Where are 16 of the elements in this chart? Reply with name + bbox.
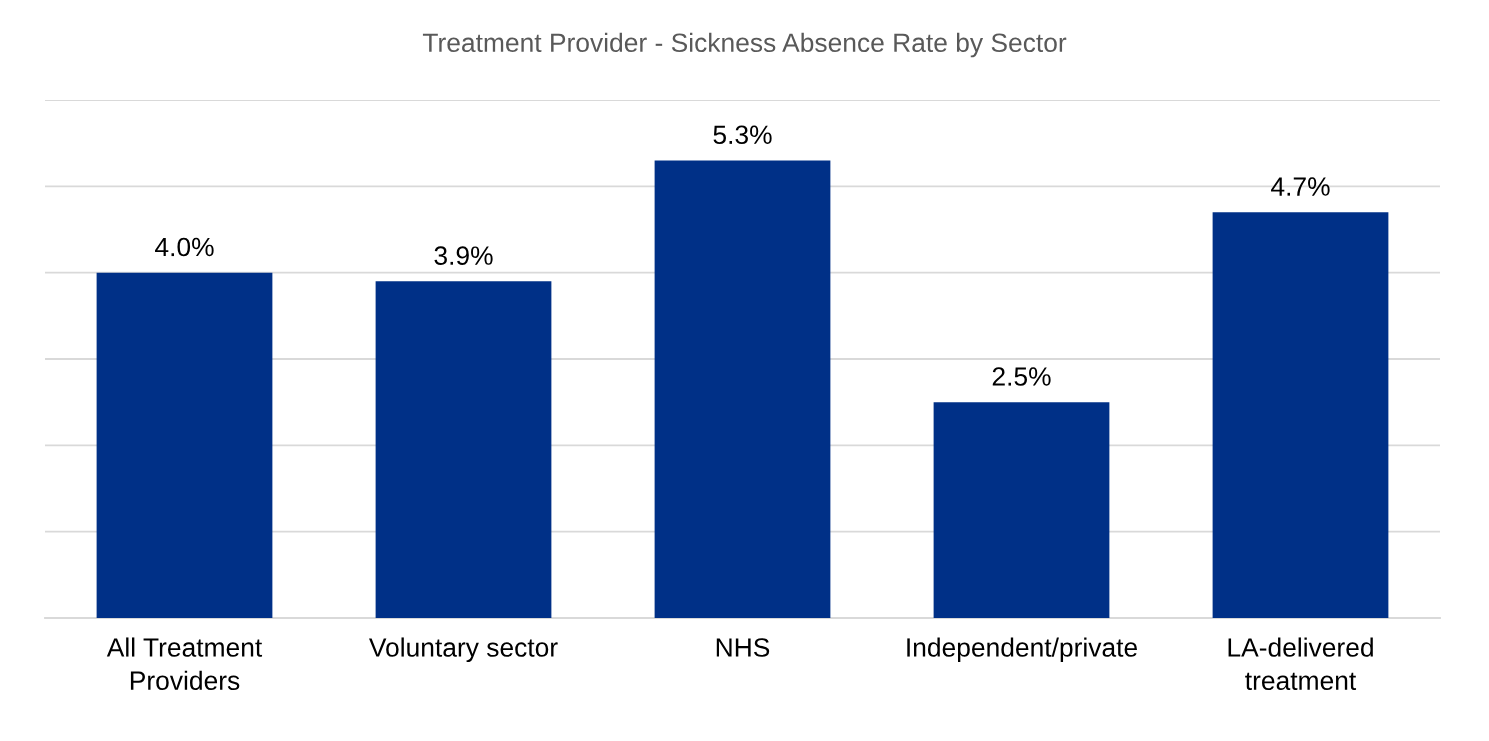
x-tick-label: All Treatment Providers bbox=[106, 637, 263, 691]
data-label: 4.0% bbox=[155, 237, 214, 257]
bar bbox=[96, 272, 273, 618]
x-tick-label: Independent/private bbox=[907, 637, 1137, 663]
data-label: 3.9% bbox=[434, 246, 493, 265]
data-label: 5.3% bbox=[713, 125, 772, 145]
data-label: 4.7% bbox=[1271, 177, 1330, 196]
bar bbox=[654, 160, 831, 618]
bar bbox=[933, 402, 1110, 618]
x-tick-label: Voluntary sector bbox=[369, 637, 558, 663]
bar bbox=[1212, 212, 1389, 618]
x-tick-label: LA-delivered treatment bbox=[1228, 637, 1373, 691]
bar bbox=[375, 281, 552, 618]
chart-title: Treatment Provider - Sickness Absence Rate by Sector bbox=[422, 32, 1067, 58]
data-label: 2.5% bbox=[992, 367, 1051, 386]
x-tick-label: NHS bbox=[716, 638, 770, 657]
